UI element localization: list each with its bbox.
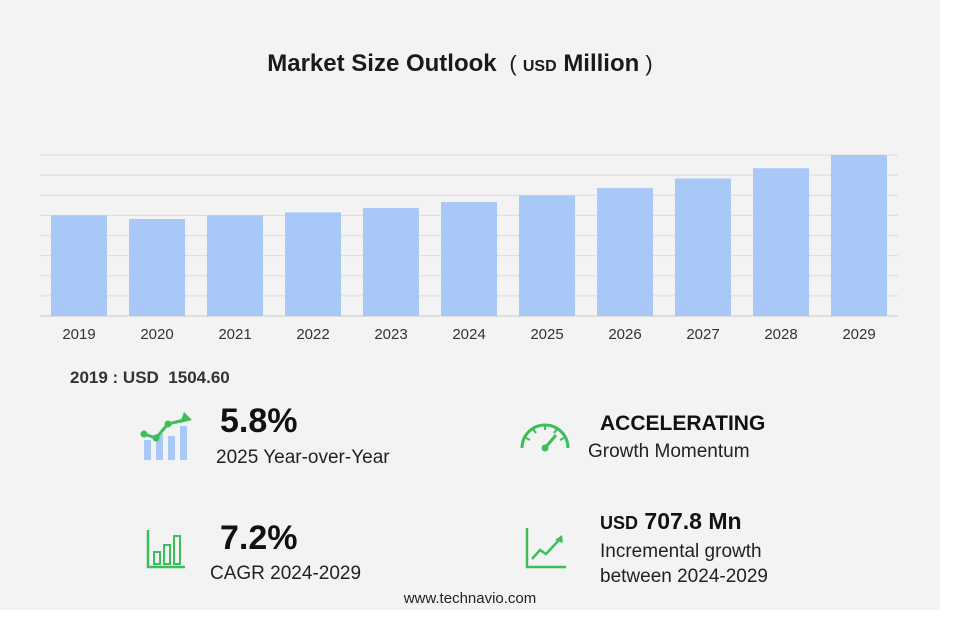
bar-chart: 2019 2020 2021 2022 2023 2024 2025 2026 2027 2028… (40, 154, 898, 343)
bar-2022 (285, 212, 341, 316)
incremental-currency: USD (600, 513, 639, 533)
chart-title-currency: USD (522, 58, 557, 75)
chart-title: Market Size Outlook ( USD Million ) (267, 50, 653, 77)
base-year-amount: 1504.60 (168, 368, 230, 387)
x-tick-label: 2029 (842, 326, 875, 343)
x-tick-label: 2027 (686, 326, 719, 343)
chart-title-unit: Million (563, 50, 640, 77)
bar-2029 (831, 155, 887, 316)
footer-source: www.technavio.com (403, 590, 537, 607)
bars (51, 155, 887, 316)
x-tick-label: 2026 (608, 326, 641, 343)
speedometer-icon (520, 423, 570, 452)
incremental-amount: 707.8 Mn (644, 508, 742, 534)
x-tick-label: 2022 (296, 326, 329, 343)
incremental-label-line2: between 2024-2029 (600, 566, 768, 587)
cagr-value: 7.2% (220, 519, 298, 557)
bar-2024 (441, 202, 497, 316)
x-tick-label: 2028 (764, 326, 797, 343)
x-tick-label: 2025 (530, 326, 563, 343)
base-year-value: 2019 : USD 1504.60 (70, 368, 230, 388)
bar-chart-icon (146, 530, 185, 569)
incremental-value: USD 707.8 Mn (600, 508, 742, 535)
bar-2023 (363, 207, 419, 316)
bar-2026 (597, 188, 653, 316)
x-tick-label: 2021 (218, 326, 251, 343)
x-tick-label: 2019 (62, 326, 95, 343)
chart-title-text: Market Size Outlook (267, 50, 497, 77)
x-tick-label: 2024 (452, 326, 485, 343)
x-tick-label: 2023 (374, 326, 407, 343)
x-axis-labels: 2019 2020 2021 2022 2023 2024 2025 2026 2027 2028… (62, 326, 875, 343)
bar-2020 (129, 219, 185, 316)
base-year-label: 2019 : USD (70, 368, 159, 387)
bar-2021 (207, 215, 263, 316)
bar-2025 (519, 195, 575, 316)
bar-2019 (51, 215, 107, 316)
cagr-label: CAGR 2024-2029 (210, 563, 362, 584)
bar-2027 (675, 178, 731, 316)
bar-2028 (753, 168, 809, 316)
momentum-value: ACCELERATING (600, 412, 766, 435)
momentum-label: Growth Momentum (588, 441, 750, 462)
yoy-value: 5.8% (220, 402, 298, 440)
growth-bars-icon (140, 412, 192, 460)
x-tick-label: 2020 (140, 326, 173, 343)
yoy-label: 2025 Year-over-Year (216, 447, 390, 468)
incremental-label-line1: Incremental growth (600, 541, 762, 562)
trend-line-icon (525, 528, 566, 569)
